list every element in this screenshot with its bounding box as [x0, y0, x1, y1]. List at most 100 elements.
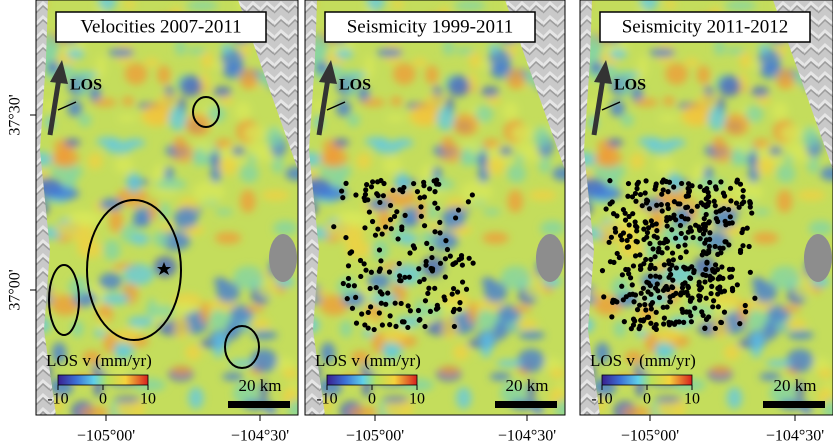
earthquake: [387, 269, 392, 274]
texture: [459, 148, 473, 166]
texture: [174, 317, 189, 340]
texture: [108, 48, 134, 57]
earthquake: [706, 194, 711, 199]
earthquake: [340, 195, 345, 200]
earthquake: [727, 221, 732, 226]
earthquake: [697, 228, 702, 233]
texture: [453, 344, 469, 361]
earthquake: [443, 274, 448, 279]
earthquake: [455, 289, 460, 294]
texture: [730, 148, 744, 166]
earthquake: [434, 181, 439, 186]
earthquake: [407, 250, 412, 255]
texture: [753, 209, 771, 216]
earthquake: [659, 250, 664, 255]
earthquake: [748, 270, 753, 275]
colorbar: [602, 375, 692, 385]
texture: [245, 305, 264, 312]
texture: [96, 137, 120, 146]
texture: [486, 157, 505, 175]
texture: [216, 281, 240, 303]
earthquake: [704, 260, 709, 265]
earthquake: [662, 262, 667, 267]
earthquake: [608, 259, 613, 264]
texture: [708, 107, 726, 131]
texture: [99, 273, 122, 290]
earthquake: [674, 265, 679, 270]
texture: [171, 366, 192, 376]
earthquake: [367, 209, 372, 214]
earthquake: [453, 260, 458, 265]
earthquake: [393, 324, 398, 329]
earthquake: [643, 307, 648, 312]
earthquake: [685, 284, 690, 289]
texture: [235, 102, 251, 121]
earthquake: [370, 179, 375, 184]
earthquake: [739, 230, 744, 235]
earthquake: [749, 210, 754, 215]
texture: [239, 69, 257, 90]
earthquake: [653, 184, 658, 189]
los-label: LOS: [70, 77, 102, 94]
earthquake: [353, 295, 358, 300]
texture: [399, 232, 417, 245]
x-tick-label: −105°00': [621, 428, 679, 445]
texture: [365, 137, 389, 146]
earthquake: [718, 179, 723, 184]
texture: [507, 190, 523, 213]
earthquake: [704, 296, 709, 301]
scale-label: 20 km: [506, 376, 549, 395]
earthquake: [743, 303, 748, 308]
earthquake: [676, 244, 681, 249]
texture: [751, 333, 764, 350]
texture: [64, 139, 80, 147]
earthquake: [633, 199, 638, 204]
earthquake: [369, 270, 374, 275]
earthquake: [752, 296, 757, 301]
texture: [244, 125, 266, 141]
colorbar-tick-label: 10: [140, 391, 156, 408]
earthquake: [419, 214, 424, 219]
texture: [390, 96, 402, 106]
earthquake: [373, 233, 378, 238]
texture: [680, 107, 710, 127]
texture: [769, 146, 782, 155]
texture: [482, 232, 509, 244]
earthquake: [631, 317, 636, 322]
scale-label: 20 km: [239, 376, 282, 395]
earthquake: [400, 189, 405, 194]
earthquake: [609, 314, 614, 319]
earthquake: [664, 304, 669, 309]
earthquake: [660, 208, 665, 213]
earthquake: [621, 297, 626, 302]
texture: [427, 203, 438, 220]
earthquake: [703, 267, 708, 272]
texture: [453, 114, 479, 136]
earthquake: [643, 178, 648, 183]
texture: [408, 107, 438, 127]
earthquake: [637, 323, 642, 328]
earthquake: [713, 244, 718, 249]
earthquake: [411, 181, 416, 186]
texture: [780, 125, 802, 141]
los-label: LOS: [614, 77, 646, 94]
earthquake: [726, 207, 731, 212]
earthquake: [417, 279, 422, 284]
earthquake: [611, 298, 616, 303]
earthquake: [665, 239, 670, 244]
earthquake: [689, 296, 694, 301]
panel-title: Seismicity 2011-2012: [622, 16, 789, 37]
earthquake: [661, 321, 666, 326]
earthquake: [665, 189, 670, 194]
texture: [201, 51, 213, 69]
texture: [180, 75, 202, 96]
texture: [436, 107, 454, 131]
earthquake: [734, 179, 739, 184]
texture: [772, 102, 788, 121]
texture: [87, 153, 102, 170]
earthquake: [641, 286, 646, 291]
earthquake: [358, 274, 363, 279]
x-tick-label: −105°00': [77, 428, 135, 445]
texture: [287, 400, 306, 419]
earthquake: [622, 319, 627, 324]
